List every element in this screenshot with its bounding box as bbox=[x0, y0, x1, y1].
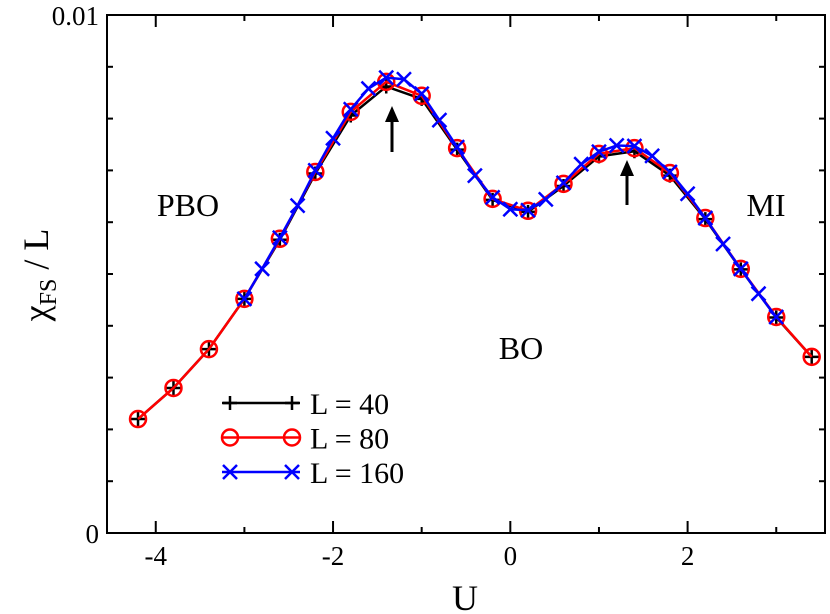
x-tick-label: 2 bbox=[681, 541, 695, 571]
marker bbox=[804, 349, 819, 364]
legend-label: L = 160 bbox=[310, 457, 404, 490]
marker bbox=[768, 309, 785, 325]
marker bbox=[537, 191, 554, 208]
marker bbox=[341, 102, 361, 122]
marker bbox=[236, 290, 253, 307]
x-tick-label: -2 bbox=[322, 541, 345, 571]
marker bbox=[220, 428, 240, 447]
marker bbox=[412, 86, 431, 106]
marker bbox=[431, 112, 448, 129]
marker bbox=[697, 210, 714, 226]
marker bbox=[378, 69, 395, 86]
marker bbox=[164, 378, 183, 398]
marker bbox=[342, 101, 359, 118]
series-line bbox=[243, 76, 778, 318]
marker bbox=[413, 85, 430, 102]
y-tick-label: 0 bbox=[86, 519, 100, 549]
marker bbox=[325, 130, 341, 147]
marker bbox=[271, 229, 288, 246]
marker bbox=[625, 138, 644, 158]
series-line bbox=[137, 85, 813, 420]
arrow bbox=[620, 160, 634, 205]
marker bbox=[306, 162, 325, 182]
marker bbox=[802, 347, 821, 367]
annotation: MI bbox=[746, 187, 785, 223]
marker bbox=[285, 396, 299, 410]
marker bbox=[750, 285, 767, 302]
marker bbox=[731, 259, 751, 279]
marker bbox=[483, 189, 502, 209]
series bbox=[131, 79, 819, 427]
marker bbox=[679, 185, 696, 202]
marker bbox=[626, 138, 643, 154]
marker bbox=[502, 201, 519, 218]
marker bbox=[466, 167, 483, 184]
x-tick-label: 0 bbox=[504, 541, 518, 571]
marker bbox=[608, 137, 625, 154]
y-label-sub: FS bbox=[36, 279, 62, 306]
x-axis-label: U bbox=[452, 578, 478, 614]
marker bbox=[128, 409, 148, 429]
marker bbox=[696, 208, 715, 228]
marker bbox=[715, 236, 731, 252]
y-tick-label: 0.01 bbox=[52, 1, 99, 31]
marker bbox=[449, 139, 466, 155]
annotation: PBO bbox=[157, 187, 219, 223]
marker bbox=[573, 156, 590, 173]
y-label-main: χ bbox=[16, 305, 56, 322]
y-label-rest: / L bbox=[16, 229, 56, 279]
marker bbox=[644, 148, 661, 164]
series bbox=[236, 69, 785, 325]
marker bbox=[289, 197, 306, 214]
marker bbox=[270, 229, 290, 249]
legend-label: L = 80 bbox=[310, 423, 389, 456]
marker bbox=[554, 174, 573, 194]
marker bbox=[520, 202, 536, 219]
marker bbox=[766, 307, 786, 327]
series-line bbox=[137, 80, 813, 420]
marker bbox=[484, 189, 501, 206]
marker bbox=[307, 162, 324, 179]
marker bbox=[660, 163, 680, 183]
marker bbox=[555, 174, 572, 191]
marker bbox=[447, 138, 467, 158]
marker bbox=[282, 428, 302, 447]
marker bbox=[732, 260, 749, 277]
marker bbox=[661, 164, 678, 180]
annotation: BO bbox=[499, 330, 543, 366]
plot-frame bbox=[106, 14, 826, 534]
marker bbox=[223, 396, 237, 410]
marker bbox=[235, 289, 254, 309]
marker bbox=[396, 71, 412, 88]
x-tick-label: -4 bbox=[145, 541, 168, 571]
marker bbox=[589, 144, 609, 164]
marker bbox=[222, 464, 238, 480]
marker bbox=[199, 339, 219, 359]
legend-label: L = 40 bbox=[310, 388, 389, 421]
marker bbox=[360, 80, 377, 97]
marker bbox=[284, 464, 300, 480]
arrow bbox=[385, 106, 399, 152]
marker bbox=[591, 143, 607, 160]
marker bbox=[254, 260, 271, 277]
y-axis-label: χFS / L bbox=[16, 229, 62, 323]
